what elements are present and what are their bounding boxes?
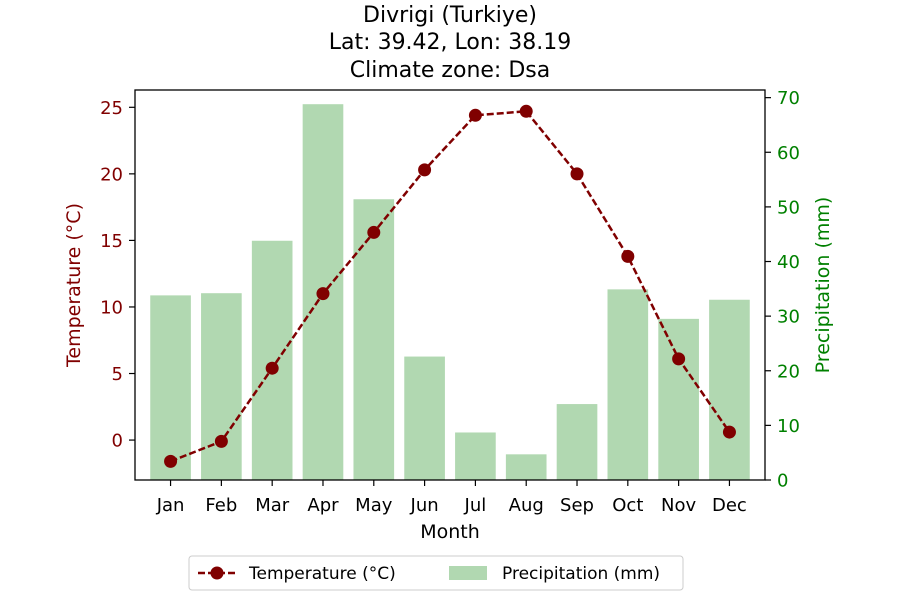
temperature-point-feb <box>214 434 228 448</box>
temperature-point-may <box>367 225 381 239</box>
temperature-point-dec <box>722 425 736 439</box>
right-tick-label: 10 <box>777 416 800 437</box>
precipitation-bar-mar <box>251 240 293 480</box>
temperature-point-jun <box>418 163 432 177</box>
precipitation-bar-nov <box>658 318 699 480</box>
plot-frame <box>134 89 766 481</box>
legend-precipitation-label: Precipitation (mm) <box>502 564 660 584</box>
precipitation-bars <box>150 104 750 480</box>
right-tick-label: 30 <box>777 307 800 328</box>
x-axis-label: Month <box>420 521 480 543</box>
right-tick-label: 60 <box>777 143 800 164</box>
temperature-point-aug <box>519 104 533 118</box>
left-tick-label: 10 <box>100 297 123 318</box>
temperature-line-layer <box>164 104 736 468</box>
left-axis-label: Temperature (°C) <box>63 203 85 368</box>
temperature-point-oct <box>621 249 635 263</box>
right-tick-label: 70 <box>777 88 800 109</box>
left-tick-label: 25 <box>100 98 123 119</box>
precipitation-bar-jul <box>455 432 496 480</box>
left-axis-ticks: 0 5 10 15 20 25 <box>100 98 135 452</box>
chart-title-line-2: Lat: 39.42, Lon: 38.19 <box>329 30 571 55</box>
temperature-point-apr <box>316 287 330 301</box>
precipitation-bar-oct <box>607 289 649 480</box>
temperature-point-jul <box>468 108 482 122</box>
x-axis-ticks: Jan Feb Mar Apr May Jun Jul Aug Sep Oct Nov Dec <box>156 480 747 516</box>
x-tick-label: Sep <box>560 495 594 516</box>
chart-title: Divrigi (Turkiye) Lat: 39.42, Lon: 38.19… <box>329 3 571 83</box>
temperature-point-jan <box>164 454 178 468</box>
left-tick-label: 5 <box>112 364 123 385</box>
chart-title-line-1: Divrigi (Turkiye) <box>363 3 537 28</box>
x-tick-label: Dec <box>712 495 747 516</box>
legend-temperature-marker-icon <box>210 566 224 580</box>
left-tick-label: 15 <box>100 231 123 252</box>
x-tick-label: Mar <box>255 495 290 516</box>
temperature-line <box>170 109 731 463</box>
x-tick-label: Apr <box>307 495 339 516</box>
right-axis-ticks: 0 10 20 30 40 50 60 70 <box>765 88 800 492</box>
precipitation-bar-jan <box>150 295 191 480</box>
x-tick-label: Jul <box>464 495 487 516</box>
x-tick-label: Jan <box>156 495 185 516</box>
right-tick-label: 0 <box>777 471 788 492</box>
precipitation-bar-dec <box>709 299 750 480</box>
x-tick-label: Aug <box>509 495 544 516</box>
right-tick-label: 50 <box>777 197 800 218</box>
temperature-point-mar <box>265 361 279 375</box>
right-axis-label: Precipitation (mm) <box>812 197 834 374</box>
precipitation-bar-feb <box>201 293 242 480</box>
right-tick-label: 20 <box>777 361 800 382</box>
x-tick-label: Nov <box>661 495 696 516</box>
temperature-point-sep <box>570 167 584 181</box>
precipitation-bar-may <box>353 199 395 480</box>
legend-frame <box>188 555 684 591</box>
temperature-point-nov <box>672 352 686 366</box>
left-tick-label: 0 <box>112 431 123 452</box>
chart-title-line-3: Climate zone: Dsa <box>350 58 550 83</box>
legend: Temperature (°C) Precipitation (mm) <box>188 555 684 591</box>
x-tick-label: Feb <box>205 495 237 516</box>
legend-precipitation-swatch-icon <box>449 566 487 580</box>
precipitation-bar-jun <box>404 356 445 480</box>
x-tick-label: Oct <box>612 495 643 516</box>
x-tick-label: May <box>355 495 393 516</box>
x-tick-label: Jun <box>410 495 439 516</box>
left-tick-label: 20 <box>100 164 123 185</box>
precipitation-bar-sep <box>556 404 598 480</box>
right-tick-label: 40 <box>777 252 800 273</box>
precipitation-bar-aug <box>505 454 547 480</box>
legend-temperature-label: Temperature (°C) <box>248 564 396 584</box>
